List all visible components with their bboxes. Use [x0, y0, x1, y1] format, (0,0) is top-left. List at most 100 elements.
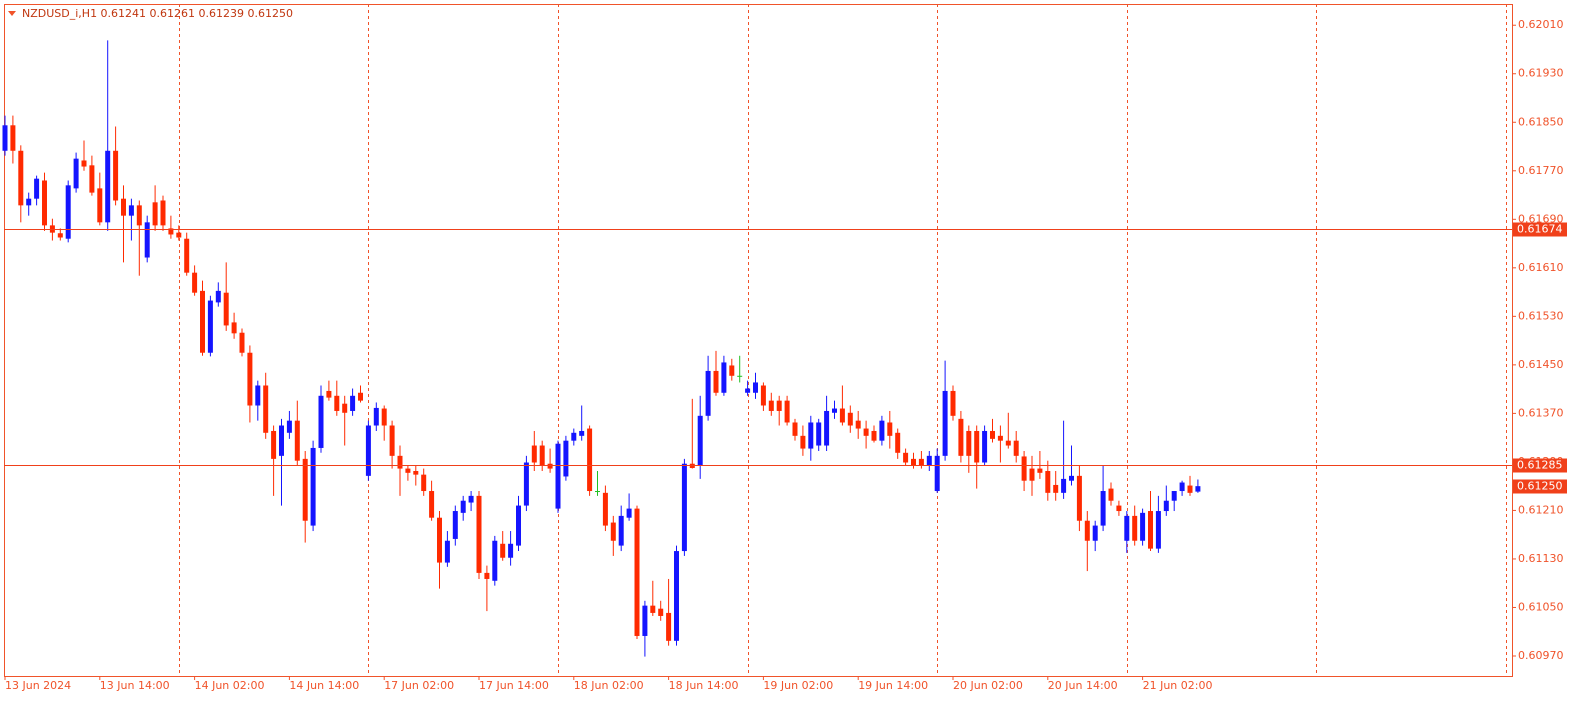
candle-body: [1013, 440, 1019, 456]
x-tick-label: 14 Jun 14:00: [289, 679, 359, 692]
candle-body: [113, 150, 119, 201]
candle-body: [950, 390, 956, 416]
candle-body: [437, 517, 442, 563]
y-tick-label: 0.61050: [1518, 600, 1564, 613]
candle-body: [1187, 485, 1193, 493]
x-tick-label: 18 Jun 02:00: [574, 679, 644, 692]
candle-body: [1092, 525, 1098, 541]
candle-body: [152, 202, 158, 226]
level-label-box: [1513, 222, 1567, 237]
candle-body: [373, 407, 379, 426]
candle-body: [926, 455, 932, 466]
candle-body: [997, 435, 1003, 441]
x-tick-label: 13 Jun 14:00: [100, 679, 170, 692]
candle-body: [476, 495, 482, 573]
candle-body: [863, 428, 869, 436]
candle-body: [255, 385, 261, 406]
candle-body: [105, 150, 111, 223]
y-tick-label: 0.61850: [1518, 115, 1564, 128]
candle-body: [279, 425, 284, 456]
candle-body: [73, 158, 79, 189]
candle-body: [1179, 482, 1185, 492]
candle-body: [121, 198, 126, 216]
candle-body: [160, 200, 166, 226]
candle-body: [618, 515, 624, 546]
candle-body: [768, 400, 774, 411]
candle-body: [626, 508, 632, 518]
candle-body: [531, 445, 537, 463]
candle-body: [484, 572, 490, 579]
x-tick-label: 13 Jun 2024: [5, 679, 71, 692]
candle-body: [1155, 511, 1161, 549]
candle-body: [397, 455, 403, 469]
candle-body: [444, 540, 450, 563]
x-tick-label: 18 Jun 14:00: [669, 679, 739, 692]
candle-body: [81, 160, 87, 167]
x-tick-label: 17 Jun 02:00: [384, 679, 454, 692]
candle-body: [847, 412, 853, 426]
candle-body: [97, 188, 103, 223]
candle-body: [460, 500, 466, 513]
candle-body: [239, 332, 245, 353]
candle-body: [57, 233, 63, 238]
candle-body: [1084, 520, 1090, 541]
candle-body: [1148, 511, 1153, 549]
candle-body: [610, 522, 616, 541]
candle-body: [34, 178, 40, 199]
candle-body: [429, 491, 435, 518]
candle-body: [634, 508, 640, 636]
candle-body: [1005, 440, 1011, 446]
title-arrow: [8, 11, 16, 16]
candle-body: [1045, 471, 1051, 493]
candle-body: [839, 408, 845, 423]
candle-body: [42, 180, 47, 226]
y-tick-label: 0.60970: [1518, 649, 1564, 662]
candle-body: [539, 445, 545, 466]
candle-body: [192, 272, 198, 293]
candle-body: [697, 415, 703, 466]
candle-body: [934, 455, 940, 492]
y-tick-label: 0.61930: [1518, 67, 1564, 80]
candle-body: [326, 390, 332, 398]
candle-body: [215, 290, 221, 303]
candle-body: [737, 375, 743, 377]
candle-body: [571, 432, 577, 441]
candle-body: [824, 410, 830, 446]
candle-body: [128, 205, 134, 216]
candle-body: [144, 222, 150, 258]
plot-frame: [4, 4, 1513, 677]
candle-body: [1171, 491, 1177, 501]
candle-body: [658, 608, 664, 616]
level-label-box: [1513, 458, 1567, 473]
y-tick-label: 0.61450: [1518, 358, 1564, 371]
candle-body: [468, 495, 474, 503]
candle-body: [223, 292, 229, 326]
x-tick-label: 14 Jun 02:00: [195, 679, 265, 692]
x-tick-label: 19 Jun 02:00: [763, 679, 833, 692]
candle-body: [389, 425, 395, 456]
candle-body: [903, 452, 909, 463]
level-label: 0.61674: [1517, 223, 1563, 236]
candle-body: [516, 505, 521, 546]
candle-body: [855, 420, 861, 429]
candle-body: [674, 551, 679, 641]
candle-body: [500, 543, 506, 558]
candle-body: [421, 474, 427, 492]
candle-body: [294, 420, 300, 461]
level-label: 0.61285: [1517, 459, 1563, 472]
y-tick-label: 0.61370: [1518, 406, 1564, 419]
candle-body: [1076, 475, 1082, 521]
candle-body: [26, 198, 32, 206]
candle-body: [721, 362, 727, 393]
candle-body: [990, 430, 995, 439]
candle-body: [1140, 512, 1146, 541]
x-tick-label: 19 Jun 14:00: [858, 679, 928, 692]
candle-body: [911, 458, 916, 466]
candle-body: [2, 125, 8, 151]
candle-body: [286, 420, 292, 433]
candle-body: [895, 432, 901, 453]
candle-body: [760, 385, 766, 406]
candle-body: [792, 422, 798, 436]
